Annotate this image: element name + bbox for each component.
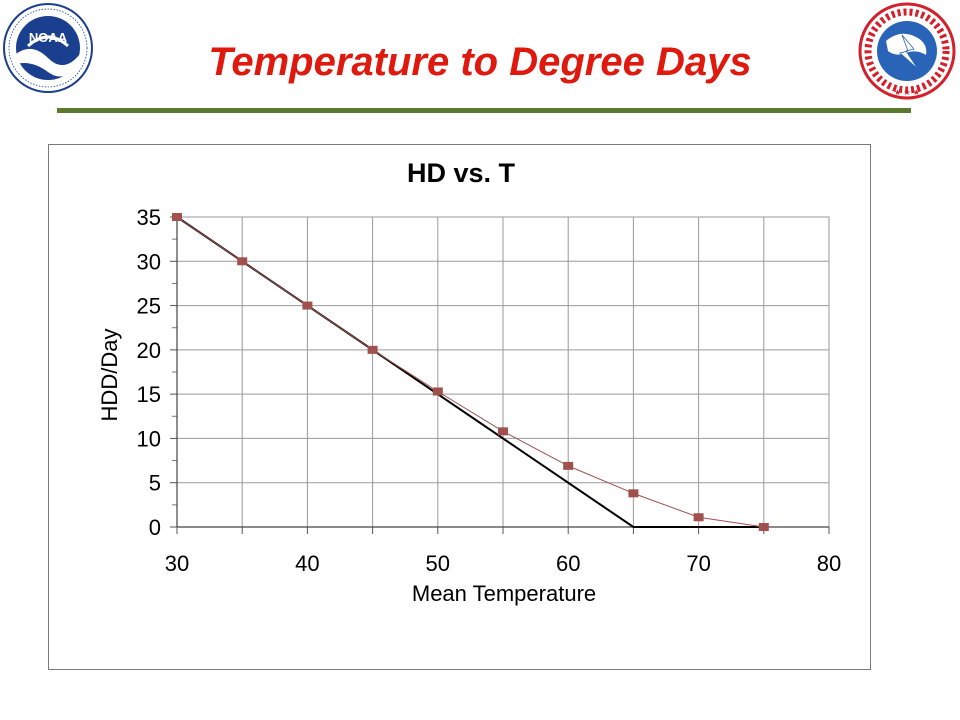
y-tick-label: 30 bbox=[137, 249, 161, 274]
data-point-marker bbox=[432, 387, 443, 396]
y-tick-label: 10 bbox=[137, 426, 161, 451]
noaa-logo-text: NOAA bbox=[29, 30, 68, 45]
data-point-marker bbox=[628, 489, 639, 498]
x-tick-label: 60 bbox=[556, 551, 580, 576]
y-tick-label: 0 bbox=[149, 515, 161, 540]
chart-title: HD vs. T bbox=[407, 158, 516, 188]
x-tick-label: 80 bbox=[817, 551, 841, 576]
data-point-marker bbox=[758, 523, 769, 531]
slide-title: Temperature to Degree Days bbox=[208, 40, 752, 84]
chart-grid bbox=[176, 216, 830, 528]
data-point-marker bbox=[367, 345, 378, 354]
data-point-marker bbox=[302, 301, 313, 310]
y-tick-label: 15 bbox=[137, 382, 161, 407]
tick-labels: 0 5 10 15 20 25 30 35 30 40 50 60 70 80 bbox=[137, 205, 842, 576]
y-axis-label: HDD/Day bbox=[97, 329, 122, 422]
data-point-marker bbox=[172, 213, 182, 221]
series-line bbox=[176, 216, 764, 528]
noaa-logo-icon: NOAA bbox=[3, 3, 93, 93]
series-layer bbox=[172, 213, 769, 531]
x-tick-label: 50 bbox=[426, 551, 450, 576]
x-axis-label: Mean Temperature bbox=[412, 581, 596, 606]
y-tick-label: 25 bbox=[137, 294, 161, 319]
data-point-marker bbox=[237, 257, 248, 266]
data-point-marker bbox=[693, 513, 704, 522]
national-weather-service-logo-icon: ★ ★ ★ bbox=[858, 2, 956, 100]
chart-frame: HD vs. T 0 5 10 15 20 25 30 35 30 40 50 60 70 80 Mean… bbox=[48, 144, 871, 670]
y-tick-label: 35 bbox=[137, 205, 161, 230]
chart: HD vs. T 0 5 10 15 20 25 30 35 30 40 50 60 70 80 Mean… bbox=[97, 158, 842, 606]
title-divider bbox=[57, 108, 911, 113]
x-tick-label: 70 bbox=[686, 551, 710, 576]
x-tick-label: 40 bbox=[295, 551, 319, 576]
y-tick-label: 20 bbox=[137, 338, 161, 363]
x-tick-label: 30 bbox=[165, 551, 189, 576]
data-point-marker bbox=[563, 461, 574, 470]
data-point-marker bbox=[498, 427, 508, 436]
nws-star-row: ★ ★ ★ bbox=[894, 88, 920, 97]
y-tick-label: 5 bbox=[149, 471, 161, 496]
